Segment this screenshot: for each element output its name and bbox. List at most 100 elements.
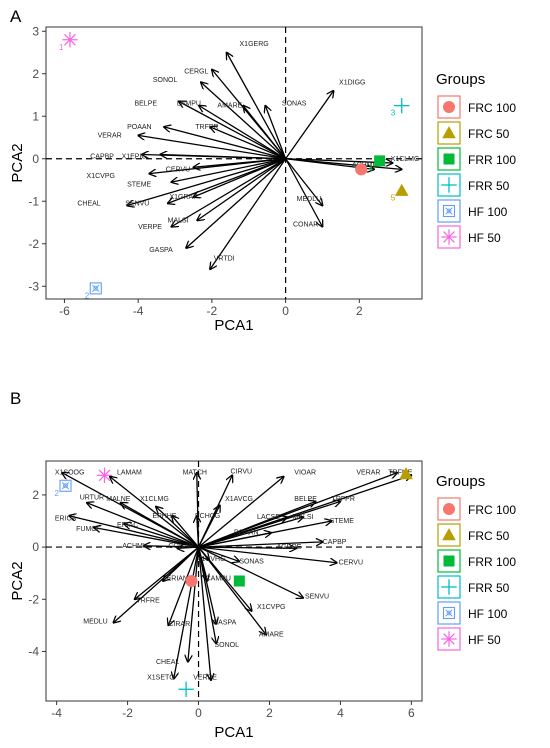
point-label: 1 — [59, 43, 64, 52]
legend-item: HF 100 — [437, 601, 508, 625]
point-frr-50 — [178, 681, 194, 697]
vector-label-verpe: VERPE — [138, 224, 162, 231]
y-tick-label: -4 — [28, 644, 39, 658]
vector-label-poaan: POAAN — [234, 530, 259, 537]
vector-arrow-belpe — [198, 501, 316, 548]
vector-labels: X1SOOG LAMAM MATCH CIRVU VIOAR VERAR TRFME URTU… — [55, 468, 413, 681]
point-hf-50 — [62, 32, 78, 48]
y-tick-label: -3 — [28, 279, 39, 293]
vector-label-x1clmg: X1CLMG — [140, 496, 169, 503]
vector-arrow-malsi — [198, 517, 304, 548]
x-axis-ticks: -4 -2 0 2 4 6 — [51, 701, 415, 720]
x-axis-title: PCA1 — [214, 724, 253, 741]
legend-symbol — [443, 555, 455, 567]
vector-label-malsi: MALSI — [293, 514, 314, 521]
point-hf-100 — [89, 282, 102, 295]
vector-label-match: MATCH — [183, 470, 207, 477]
vector-arrow-agrre — [198, 547, 297, 548]
point-label: 2 — [85, 291, 90, 300]
legend-label: FRC 100 — [468, 503, 516, 517]
legend-item: FRC 100 — [437, 95, 516, 119]
x-tick-label: -2 — [207, 304, 218, 318]
vector-arrow-vioar — [198, 477, 284, 548]
legend-symbol — [442, 528, 456, 541]
vector-arrow-erica — [69, 516, 199, 548]
x-tick-label: 0 — [195, 706, 202, 720]
vector-arrow-cirar — [168, 546, 200, 625]
observation-points: 2 — [55, 467, 413, 697]
legend-label: HF 50 — [468, 231, 501, 245]
vector-label-erian: ERIAN — [167, 575, 188, 582]
vector-arrow-malne — [120, 503, 199, 548]
vector-arrow-trfpr — [210, 127, 286, 160]
point-label: 4 — [369, 164, 374, 173]
plot-content: X1SOOG LAMAM MATCH CIRVU VIOAR VERAR TRFME URTU… — [55, 467, 413, 697]
legend-item: FRC 50 — [437, 523, 510, 547]
vector-label-verar: VERAR — [356, 470, 380, 477]
point-frc-100 — [355, 163, 368, 176]
legend-symbol-mark — [443, 153, 455, 165]
vector-arrow-cervu — [193, 158, 286, 168]
vector-arrow-poaan — [198, 533, 272, 548]
vector-label-malsi: MALSI — [168, 217, 189, 224]
legend-item: HF 100 — [437, 199, 508, 223]
legend-label: HF 100 — [468, 607, 508, 621]
legend-item: FRR 100 — [437, 147, 516, 171]
point-hf-100-mark-o — [63, 483, 68, 489]
vector-label-x1setg: X1SETG — [147, 675, 175, 682]
point-hf-100-mark-x2 — [92, 284, 100, 293]
legend-symbol-mark-box — [442, 204, 456, 218]
point-hf-50-mark-3 — [64, 33, 76, 46]
vector-label-eriac: ERIAC — [117, 522, 138, 529]
legend-label: FRC 50 — [468, 127, 510, 141]
vector-label-x1gerg: X1GERG — [240, 41, 269, 48]
legend-symbol — [442, 502, 456, 516]
vector-label-medlu: MEDLU — [297, 196, 322, 203]
legend-symbol — [441, 177, 457, 193]
legend-symbol — [441, 631, 457, 647]
legend-symbol-mark-box — [442, 606, 456, 620]
legend-label: FRR 50 — [468, 581, 510, 595]
x-tick-label: -2 — [122, 706, 133, 720]
legend-symbol — [442, 126, 456, 139]
legend-symbol-mark — [442, 528, 456, 541]
vector-label-x1avcg: X1AVCG — [225, 496, 253, 503]
legend-symbol-mark — [442, 126, 456, 139]
panel-letter: B — [10, 389, 21, 408]
vector-arrow-x1digg — [285, 91, 334, 160]
legend-symbol-mark-x2 — [445, 207, 453, 215]
vector-label-senvu: SENVU — [125, 200, 149, 207]
vector-labels: X1GERG CERGL SONOL BELPE LAMPU AMARE SONAS X1DI… — [77, 41, 419, 263]
vector-arrow-medlu — [285, 158, 323, 206]
vector-arrow-vrtdi — [210, 158, 287, 270]
legend-label: FRR 50 — [468, 179, 510, 193]
point-hf-100-mark-o — [93, 285, 99, 291]
y-tick-label: -1 — [28, 194, 39, 208]
y-tick-label: 0 — [32, 540, 39, 554]
y-axis-title: PCA2 — [9, 143, 26, 182]
vector-label-capbp: CAPBP — [90, 154, 114, 161]
x-tick-label: 2 — [356, 304, 363, 318]
legend-item: HF 50 — [437, 225, 501, 249]
legend-symbol — [443, 153, 455, 165]
y-axis-ticks: -4 -2 0 2 — [28, 488, 46, 658]
vector-arrow-capbp — [198, 542, 323, 548]
point-label: 2 — [55, 489, 60, 498]
x-tick-label: 6 — [408, 706, 415, 720]
legend-item: FRR 50 — [437, 173, 510, 197]
vector-arrow-conar — [177, 547, 199, 548]
legend-symbol-mark-o — [446, 208, 452, 214]
point-hf-50 — [96, 467, 113, 484]
vector-label-x1soog: X1SOOG — [55, 470, 85, 477]
legend-item: FRC 50 — [437, 121, 510, 145]
vector-label-x1cvpg: X1CVPG — [257, 604, 285, 611]
legend-symbol-mark — [442, 502, 456, 516]
legend-panel-a: Groups FRC 100 FRC 50 FRR 100 FRR 50 HF 100 HF… — [436, 71, 516, 249]
legend-label: FRC 100 — [468, 101, 516, 115]
vector-label-x1clmg: X1CLMG — [391, 156, 420, 163]
vector-arrow-lamam — [110, 477, 199, 548]
point-frc-50-mark — [394, 183, 409, 196]
vector-label-sonas: SONAS — [239, 558, 264, 565]
vector-arrow-x1setg — [174, 546, 200, 679]
x-axis-ticks: -6 -4 -2 0 2 — [59, 299, 363, 318]
